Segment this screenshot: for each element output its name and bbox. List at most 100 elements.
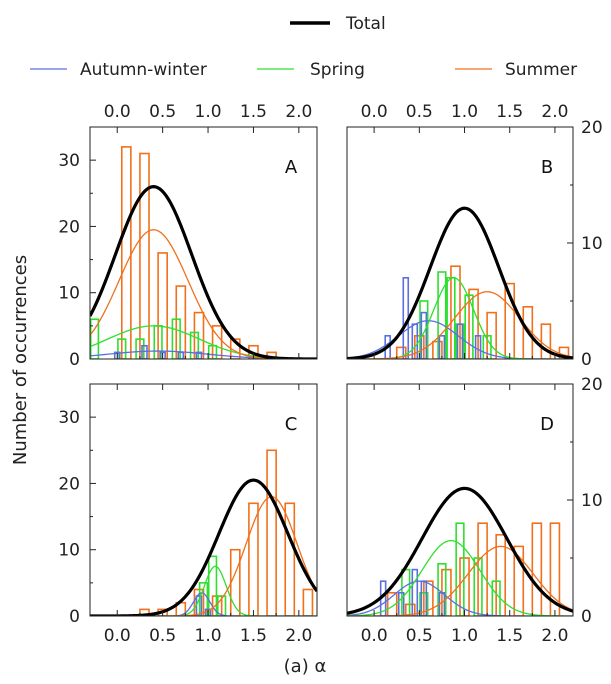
y-tick-label-left: 30 xyxy=(58,151,80,171)
x-tick-label-top: 0.0 xyxy=(361,102,388,122)
summer-bar-A-0 xyxy=(120,146,132,359)
autumn-bar-A-4 xyxy=(195,351,203,359)
summer-bar-A-4 xyxy=(193,311,205,359)
panel-plot-area xyxy=(347,486,573,616)
summer-bar-B-6 xyxy=(504,282,516,359)
x-tick-label-top: 1.0 xyxy=(451,102,478,122)
panel-plot-area xyxy=(90,449,317,616)
spring-bar-D-4 xyxy=(473,557,483,616)
y-tick-label-right: 10 xyxy=(581,491,603,511)
x-tick-label-top: 1.5 xyxy=(240,102,267,122)
autumn-bar-A-1 xyxy=(141,344,148,359)
summer-bar-C-8 xyxy=(284,502,296,616)
x-tick-label-bottom: 2.0 xyxy=(541,626,568,646)
autumn-bar-A-2 xyxy=(159,351,166,359)
spring-curve-D xyxy=(347,539,573,616)
x-tick-label-top: 0.0 xyxy=(104,102,131,122)
total-curve-D xyxy=(347,486,573,615)
legend-label-0: Total xyxy=(345,14,386,34)
y-tick-label-right: 20 xyxy=(581,375,603,395)
x-tick-label-bottom: 0.5 xyxy=(406,626,433,646)
summer-bar-A-5 xyxy=(211,325,223,359)
x-tick-label-top: 1.5 xyxy=(496,102,523,122)
panel-A: 0.0 0.5 1.0 1.5 2.0 0 10 20 30 A xyxy=(58,102,318,370)
summer-bar-C-6 xyxy=(248,502,259,616)
spring-bar-A-6 xyxy=(207,344,218,359)
spring-bar-D-3 xyxy=(455,522,465,616)
legend-label-2: Spring xyxy=(310,60,365,80)
panel-label-D: D xyxy=(540,414,554,435)
panel-C: 0.0 0.5 1.0 1.5 2.0 0 10 20 30 C xyxy=(58,383,318,646)
x-tick-label-bottom: 1.0 xyxy=(195,626,222,646)
y-tick-label-left: 0 xyxy=(69,350,80,370)
x-tick-label-top: 0.5 xyxy=(149,102,176,122)
panel-frame-C xyxy=(89,383,318,617)
autumn-bar-B-3 xyxy=(420,311,428,359)
x-tick-label-bottom: 0.0 xyxy=(361,626,388,646)
y-axis-title: Number of occurrences xyxy=(10,255,31,465)
x-tick-label-bottom: 1.5 xyxy=(496,626,523,646)
summer-bar-D-7 xyxy=(513,545,525,616)
panel-D: 0.0 0.5 1.0 1.5 2.0 0 10 20 D xyxy=(346,375,603,646)
x-tick-label-top: 1.0 xyxy=(195,102,222,122)
legend-label-1: Autumn-winter xyxy=(80,60,207,80)
autumn-curve-D xyxy=(347,580,573,616)
y-tick-label-right: 20 xyxy=(581,118,603,138)
axis-titles: (a) α Number of occurrences xyxy=(10,255,326,677)
y-tick-label-right: 10 xyxy=(581,234,603,254)
summer-bar-B-8 xyxy=(540,323,552,359)
spring-bar-A-2 xyxy=(135,338,145,359)
autumn-curve-C xyxy=(90,592,317,616)
spring-curve-C xyxy=(90,565,317,616)
y-tick-label-left: 30 xyxy=(58,408,80,428)
summer-bar-D-9 xyxy=(549,522,561,616)
x-tick-label-top: 2.0 xyxy=(541,102,568,122)
spring-bar-B-1 xyxy=(437,271,447,359)
x-axis-title: (a) α xyxy=(284,656,327,677)
total-curve-B xyxy=(347,206,573,359)
panel-B: 0.0 0.5 1.0 1.5 2.0 0 10 20 B xyxy=(346,102,603,370)
y-tick-label-left: 10 xyxy=(58,541,80,561)
panel-frame-A xyxy=(89,126,318,360)
y-tick-label-left: 20 xyxy=(58,474,80,494)
legend: Total Autumn-winter Spring Summer xyxy=(30,14,577,80)
summer-bar-D-5 xyxy=(477,522,488,616)
legend-label-3: Summer xyxy=(505,60,577,80)
panel-label-A: A xyxy=(285,157,298,178)
x-tick-label-bottom: 0.5 xyxy=(149,626,176,646)
summer-bar-D-2 xyxy=(423,580,434,616)
x-tick-label-bottom: 1.5 xyxy=(240,626,267,646)
x-tick-label-top: 2.0 xyxy=(285,102,312,122)
panel-label-B: B xyxy=(541,157,553,178)
autumn-bar-A-0 xyxy=(113,351,121,359)
x-tick-label-top: 0.5 xyxy=(406,102,433,122)
x-tick-label-bottom: 0.0 xyxy=(104,626,131,646)
spring-bar-A-1 xyxy=(117,338,127,359)
panels-group: 0.0 0.5 1.0 1.5 2.0 0 10 20 30 A 0.0 0.5 1.0 1.5 2.0 0 1… xyxy=(58,102,602,646)
autumn-bar-B-5 xyxy=(456,323,464,359)
summer-curve-C xyxy=(90,496,317,616)
summer-bar-A-3 xyxy=(175,285,187,359)
spring-bar-A-0 xyxy=(90,318,100,359)
x-tick-label-bottom: 2.0 xyxy=(285,626,312,646)
spring-bar-B-0 xyxy=(419,300,429,359)
summer-bar-C-7 xyxy=(266,449,277,616)
summer-bar-D-8 xyxy=(531,522,543,616)
y-tick-label-left: 20 xyxy=(58,217,80,237)
summer-bar-A-1 xyxy=(139,152,150,359)
summer-bar-B-3 xyxy=(450,265,461,359)
panel-label-C: C xyxy=(285,414,298,435)
total-curve-A xyxy=(90,185,317,359)
panel-plot-area xyxy=(347,206,573,359)
y-tick-label-right: 0 xyxy=(581,350,592,370)
summer-bar-C-9 xyxy=(302,588,314,616)
summer-bar-A-2 xyxy=(157,252,168,359)
spring-bar-A-4 xyxy=(171,318,181,359)
y-tick-label-left: 0 xyxy=(69,607,80,627)
spring-bar-A-5 xyxy=(189,331,200,359)
y-tick-label-right: 0 xyxy=(581,607,592,627)
panel-plot-area xyxy=(90,146,317,359)
spring-bar-B-4 xyxy=(464,294,474,359)
y-tick-label-left: 10 xyxy=(58,284,80,304)
